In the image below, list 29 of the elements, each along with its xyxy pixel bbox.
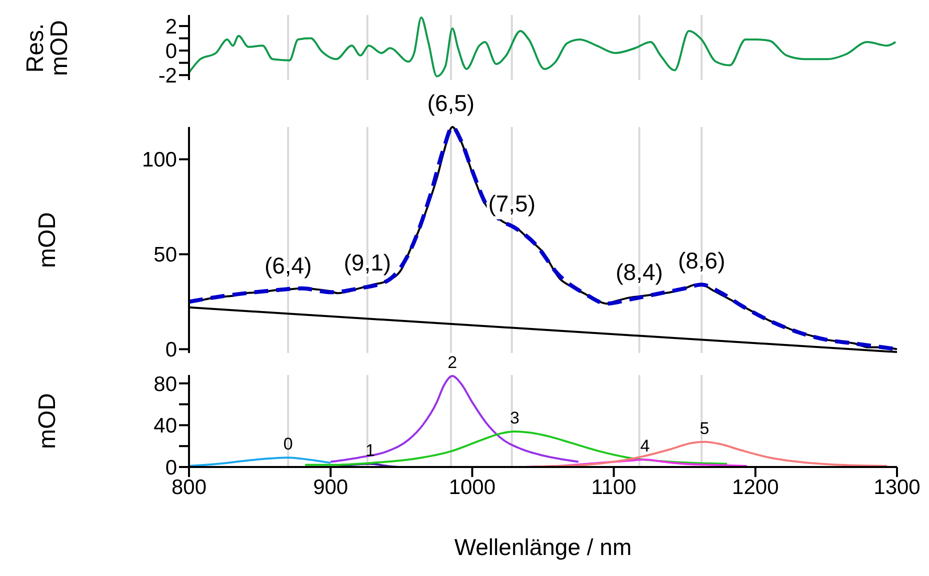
- y-tick-label: 2: [165, 15, 177, 38]
- annotation: (6,5): [427, 90, 475, 116]
- x-tick-label: 1200: [732, 476, 779, 499]
- series-label: 3: [510, 408, 520, 428]
- y-tick-label: 100: [142, 148, 177, 172]
- annotation: (8,6): [678, 248, 726, 274]
- y-tick-label: 50: [154, 244, 177, 267]
- x-tick-label: 1000: [448, 476, 496, 499]
- annotation: (9,1): [344, 250, 392, 276]
- x-axis-title: Wellenlänge / nm: [454, 534, 632, 560]
- series-label: 4: [640, 436, 650, 456]
- x-tick-label: 1100: [591, 476, 636, 499]
- y-axis-title: Res. mOD: [22, 18, 73, 78]
- series-label: 2: [448, 353, 458, 372]
- x-tick-label: 900: [313, 476, 348, 499]
- y-tick-label: 0: [165, 338, 177, 362]
- series-label: 1: [366, 440, 375, 460]
- annotation: (7,5): [488, 190, 536, 217]
- series-label: 5: [700, 418, 710, 438]
- y-tick-label: 80: [154, 372, 177, 396]
- y-axis-title: mOD: [34, 211, 61, 270]
- y-tick-label: 0: [165, 40, 177, 64]
- annotation: (6,4): [264, 252, 312, 278]
- series-label: 0: [283, 434, 293, 454]
- y-axis-title: mOD: [34, 392, 61, 451]
- y-tick-label: 40: [154, 414, 177, 438]
- annotation: (8,4): [616, 259, 663, 286]
- y-tick-label: -2: [158, 64, 177, 88]
- x-tick-label: 1300: [874, 476, 920, 499]
